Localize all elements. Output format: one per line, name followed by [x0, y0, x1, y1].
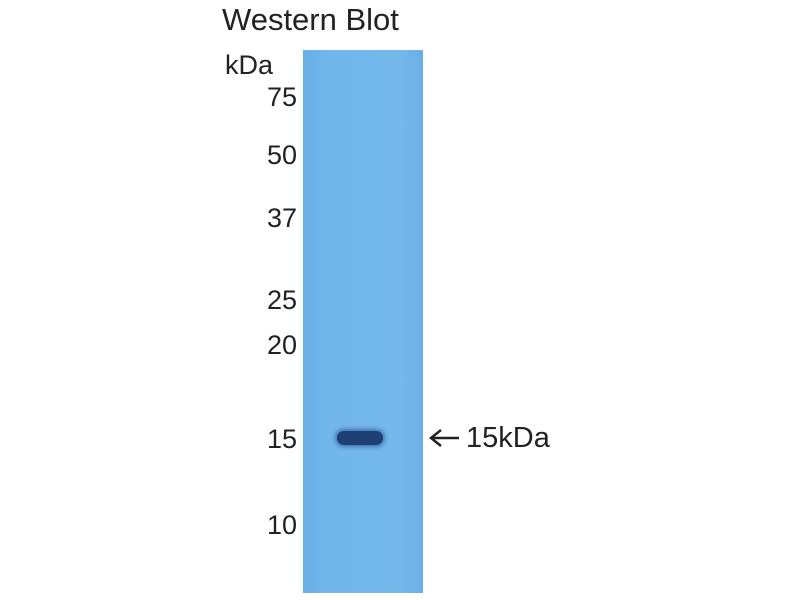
unit-label: kDa [225, 50, 274, 80]
marker-label: 50 [266, 140, 297, 170]
arrow-left-icon [428, 429, 459, 447]
blot-lane [303, 50, 423, 593]
protein-band [337, 431, 383, 445]
marker-label: 10 [266, 510, 297, 540]
marker-label: 75 [266, 82, 297, 112]
band-size-label: 15kDa [466, 422, 550, 454]
marker-label: 15 [266, 424, 297, 454]
marker-label: 25 [266, 285, 297, 315]
figure-title: Western Blot [222, 2, 399, 37]
marker-label: 37 [266, 203, 297, 233]
marker-label: 20 [266, 330, 297, 360]
